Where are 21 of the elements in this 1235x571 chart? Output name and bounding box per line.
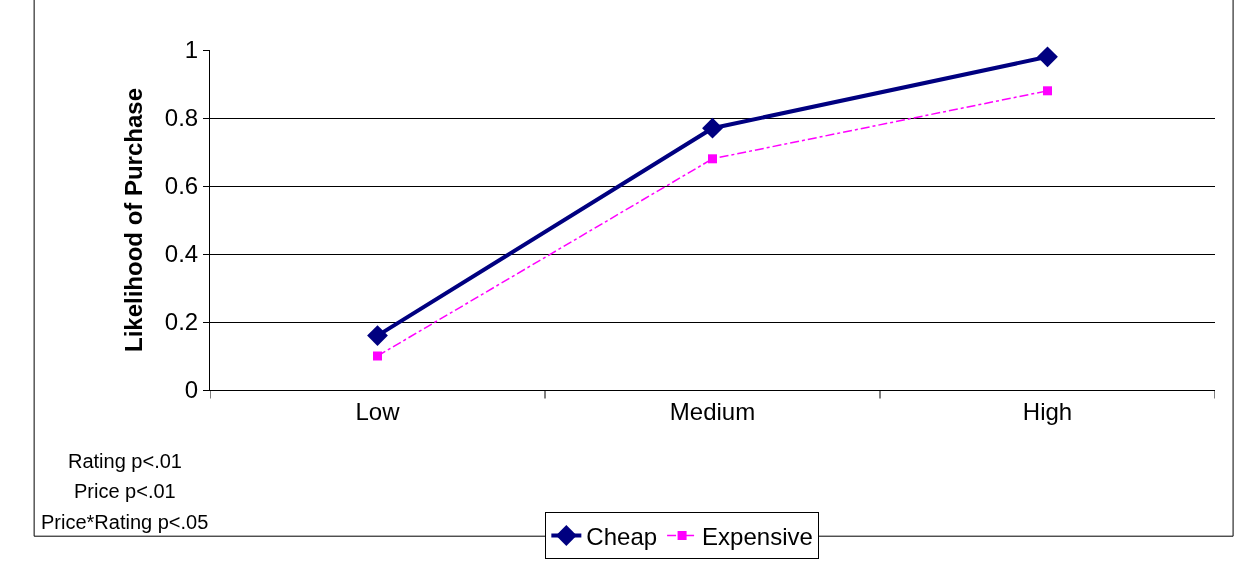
point [373,351,382,361]
x-tick-label: High [1022,397,1073,425]
x-tick-label: Low [355,397,401,425]
x-tick-label: Medium [669,397,756,425]
point [1043,86,1052,96]
y-tick-label: 0.6 [164,172,199,200]
y-tick-label: 1 [184,36,199,64]
y-axis-title: Likelihood of Purchase [119,87,147,353]
point [708,154,717,164]
legend-label: Expensive [702,522,813,550]
point [1037,46,1058,68]
text: Price p<.01 [74,480,176,502]
point [367,325,388,346]
legend-label: Cheap [586,522,658,550]
y-tick-label: 0.2 [164,308,199,336]
y-tick-label: 0.4 [164,240,199,268]
point [702,117,723,139]
text: Price*Rating p<.05 [41,511,209,533]
y-tick-label: 0.8 [164,104,199,132]
text: Rating p<.01 [68,450,182,472]
y-tick-label: 0 [184,376,199,404]
